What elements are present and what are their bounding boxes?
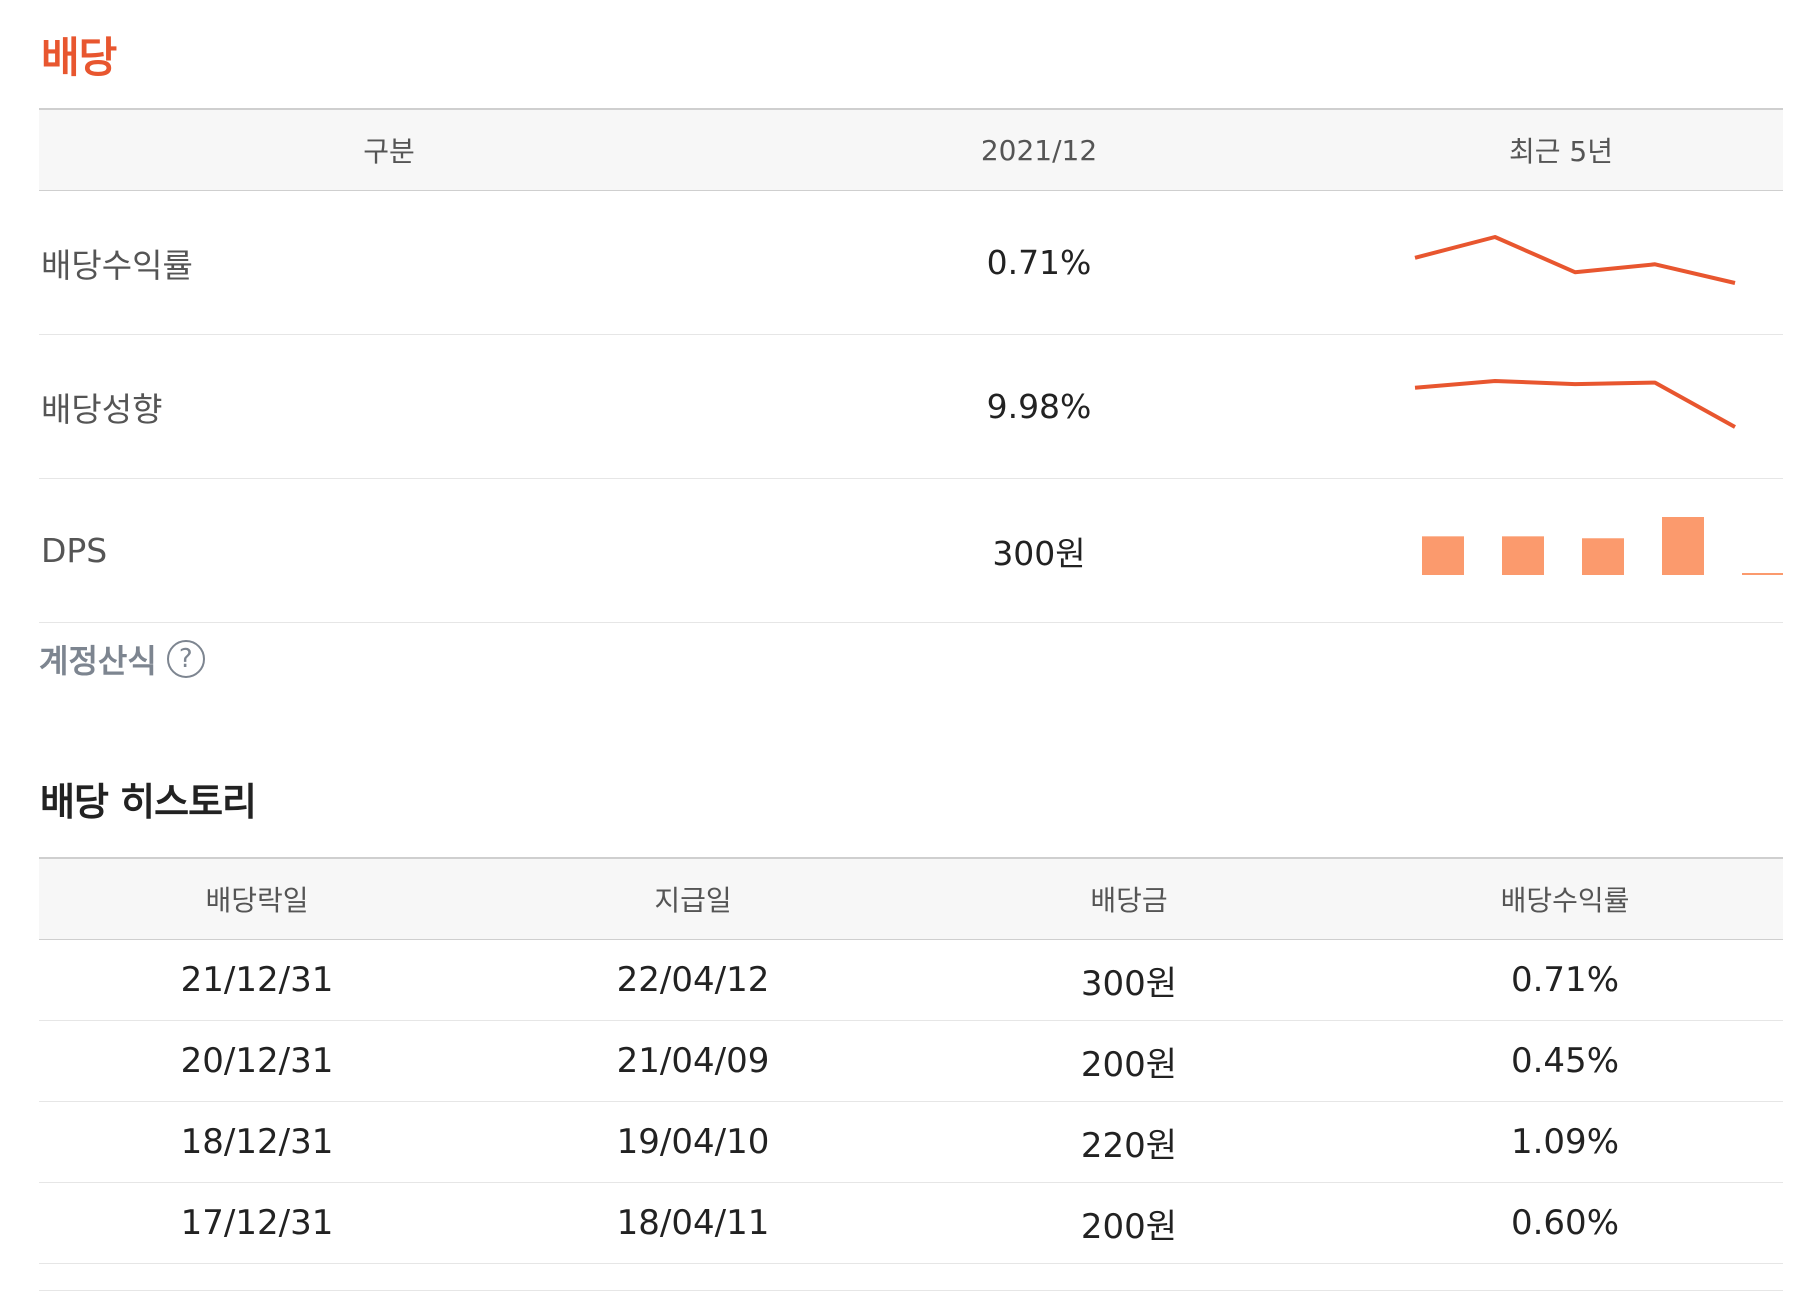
amount-cell: 220원 (1080, 1125, 1178, 1166)
ex-date-cell: 17/12/31 (180, 1203, 334, 1243)
history-header-ex-date: 배당락일 (205, 884, 309, 917)
row-value: 300원 (992, 533, 1086, 573)
sparkline-bar (1582, 538, 1624, 575)
amount-cell: 300원 (1080, 963, 1178, 1004)
ex-date-cell: 21/12/31 (180, 960, 334, 1000)
history-title: 배당 히스토리 (40, 780, 257, 824)
summary-row-dps: DPS 300원 (39, 479, 1783, 623)
row-value: 9.98% (986, 387, 1092, 426)
history-header-row: 배당락일 지급일 배당금 배당수익률 (39, 857, 1783, 940)
history-header-yield: 배당수익률 (1500, 884, 1630, 917)
row-label: 배당수익률 (41, 245, 193, 285)
history-header-pay-date: 지급일 (654, 884, 732, 917)
section-title: 배당 (41, 33, 117, 82)
sparkline-series (1414, 235, 1736, 285)
summary-row-payout: 배당성향 9.98% (39, 335, 1783, 479)
payout-sparkline-svg (1414, 379, 1736, 429)
ex-date-cell: 18/12/31 (180, 1122, 334, 1162)
dividend-history-table: 배당락일 지급일 배당금 배당수익률 21/12/31 22/04/12 300… (39, 857, 1783, 1264)
sparkline-bar (1502, 536, 1544, 575)
dps-sparkline-svg (1422, 517, 1783, 575)
divider (39, 1290, 1783, 1291)
table-row: 21/12/31 22/04/12 300원 0.71% (39, 940, 1783, 1021)
account-formula-label: 계정산식 (39, 642, 157, 680)
dividend-summary-table: 구분 2021/12 최근 5년 배당수익률 0.71% 배당성향 9.98% … (39, 108, 1783, 623)
yield-cell: 0.60% (1510, 1203, 1619, 1243)
yield-sparkline-svg (1414, 235, 1736, 285)
help-circle-icon[interactable]: ? (166, 640, 205, 678)
summary-header-row: 구분 2021/12 최근 5년 (39, 108, 1783, 191)
sparkline-bar (1662, 517, 1704, 575)
yield-cell: 0.45% (1510, 1041, 1619, 1081)
pay-date-cell: 18/04/11 (616, 1203, 770, 1243)
pay-date-cell: 19/04/10 (616, 1122, 770, 1162)
amount-cell: 200원 (1080, 1206, 1178, 1247)
row-value: 0.71% (986, 243, 1092, 282)
dps-sparkline (1339, 479, 1783, 622)
yield-sparkline (1339, 191, 1783, 334)
summary-header-recent: 최근 5년 (1509, 135, 1613, 168)
history-header-amount: 배당금 (1090, 884, 1168, 917)
row-label: 배당성향 (41, 389, 163, 429)
ex-date-cell: 20/12/31 (180, 1041, 334, 1081)
yield-cell: 1.09% (1510, 1122, 1619, 1162)
yield-cell: 0.71% (1510, 960, 1619, 1000)
summary-row-yield: 배당수익률 0.71% (39, 191, 1783, 335)
sparkline-series (1414, 379, 1736, 429)
account-formula-link[interactable]: 계정산식 ? (39, 636, 205, 682)
sparkline-bar (1422, 536, 1464, 575)
table-row: 20/12/31 21/04/09 200원 0.45% (39, 1021, 1783, 1102)
summary-header-category: 구분 (363, 135, 415, 168)
amount-cell: 200원 (1080, 1044, 1178, 1085)
pay-date-cell: 21/04/09 (616, 1041, 770, 1081)
pay-date-cell: 22/04/12 (616, 960, 770, 1000)
row-label: DPS (41, 531, 108, 570)
table-row: 17/12/31 18/04/11 200원 0.60% (39, 1183, 1783, 1264)
payout-sparkline (1339, 335, 1783, 478)
summary-header-period: 2021/12 (980, 133, 1098, 167)
table-row: 18/12/31 19/04/10 220원 1.09% (39, 1102, 1783, 1183)
